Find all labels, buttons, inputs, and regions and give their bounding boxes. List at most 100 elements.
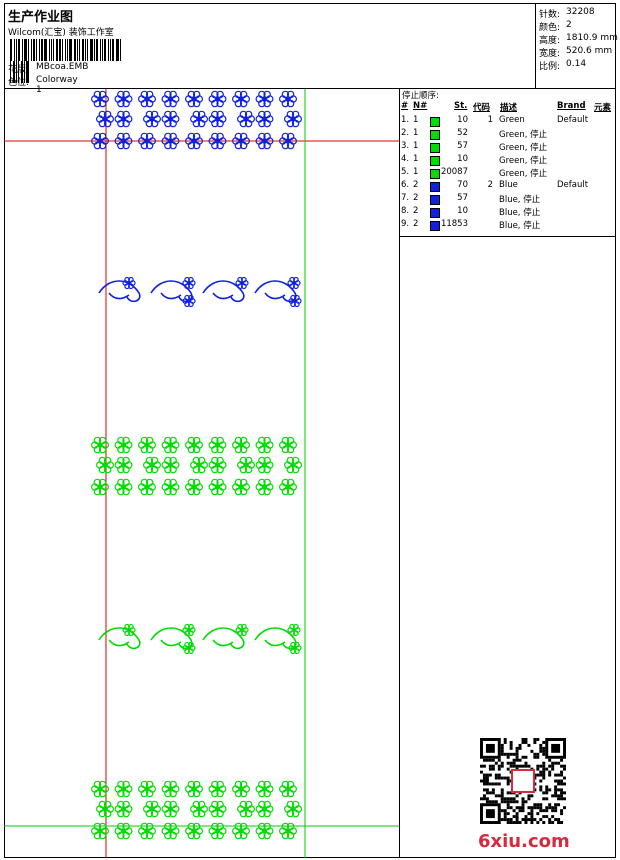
green-scroll-border-rosette: [235, 623, 249, 637]
blue-lace-band-flower: [255, 110, 274, 128]
blue-lace-band-flower: [90, 132, 109, 150]
table-row: 7. 2 57 Blue, 停止: [400, 193, 616, 206]
green-lace-band-bottom-flower: [190, 800, 209, 818]
blue-lace-band-flower: [190, 110, 209, 128]
green-lace-band-flower: [114, 456, 133, 474]
barcode-bar: [104, 39, 106, 61]
row-stitches: 57: [457, 141, 468, 151]
row-stitches: 10: [457, 206, 468, 216]
color-swatch: [430, 130, 440, 140]
stat-label: 高度:: [539, 36, 561, 46]
row-num: 6.: [401, 180, 410, 190]
page-title: 生产作业图: [8, 10, 74, 25]
row-stitches: 70: [457, 180, 468, 190]
barcode-bar: [90, 39, 93, 61]
barcode-bar: [65, 39, 66, 61]
barcode-bar: [24, 39, 27, 61]
stop-sequence-table: 停止顺序: # N# St. 代码 描述 Brand 元素 1. 1 10 1 Gree…: [400, 88, 616, 237]
table-row: 6. 2 70 2 Blue Default: [400, 180, 616, 193]
green-lace-band-flower: [255, 478, 274, 496]
colorway-label: 色位:: [8, 78, 30, 88]
table-row: 3. 1 57 Green, 停止: [400, 141, 616, 154]
stat-value: 1810.9 mm: [566, 33, 618, 43]
row-stitches: 52: [457, 128, 468, 138]
table-row: 9. 2 11853 Blue, 停止: [400, 219, 616, 232]
blue-lace-band-flower: [237, 110, 256, 128]
green-lace-band-bottom-flower: [114, 780, 133, 798]
row-num: 3.: [401, 141, 410, 151]
color-swatch: [430, 169, 440, 179]
green-lace-band-bottom-flower: [185, 822, 204, 840]
barcode-bar: [41, 39, 43, 61]
col-header-element: 元素: [594, 103, 612, 113]
barcode-bar: [16, 61, 17, 83]
row-desc: Blue, 停止: [499, 208, 541, 218]
barcode-bar: [14, 39, 15, 61]
qr-center-stamp: [511, 769, 535, 793]
barcode-bar: [16, 39, 17, 61]
blue-lace-band-flower: [114, 132, 133, 150]
stat-label: 宽度:: [539, 49, 561, 59]
color-swatch: [430, 208, 440, 218]
barcode-bar: [51, 39, 52, 61]
blue-scroll-border-rosette: [288, 294, 302, 308]
green-lace-band-bottom-flower: [232, 780, 251, 798]
table-row: 2. 1 52 Green, 停止: [400, 128, 616, 141]
green-lace-band-bottom-flower: [95, 800, 114, 818]
stat-colors: 颜色: 2: [539, 20, 572, 33]
col-header-st: St.: [454, 101, 468, 111]
color-swatch: [430, 156, 440, 166]
green-lace-band-flower: [90, 436, 109, 454]
color-swatch: [430, 195, 440, 205]
stats-panel: 针数: 32208 颜色: 2 高度: 1810.9 mm 宽度: 520.6 mm 比…: [535, 3, 618, 89]
green-lace-band-flower: [95, 456, 114, 474]
qr-finder: [485, 743, 495, 753]
green-lace-band-flower: [161, 456, 180, 474]
row-needle: 2: [413, 193, 419, 203]
green-lace-band-flower: [208, 436, 227, 454]
stat-value: 32208: [566, 7, 595, 17]
row-needle: 1: [413, 128, 419, 138]
green-lace-band-bottom-flower: [284, 800, 303, 818]
green-lace-band-flower: [114, 478, 133, 496]
green-lace-band-flower: [185, 436, 204, 454]
barcode-bar: [24, 61, 25, 83]
blue-scroll-border-rosette: [122, 276, 136, 290]
barcode-bar: [67, 39, 68, 61]
row-num: 4.: [401, 154, 410, 164]
row-needle: 1: [413, 141, 419, 151]
row-needle: 1: [413, 154, 419, 164]
row-needle: 1: [413, 115, 419, 125]
blue-lace-band-flower: [143, 110, 162, 128]
row-desc: Blue: [499, 180, 518, 190]
blue-lace-band-flower: [114, 90, 133, 108]
green-lace-band-bottom-flower: [161, 780, 180, 798]
row-num: 9.: [401, 219, 410, 229]
stat-scale: 比例: 0.14: [539, 59, 586, 72]
green-lace-band-bottom-flower: [255, 800, 274, 818]
green-lace-band-flower: [208, 456, 227, 474]
qr-finder: [485, 809, 495, 819]
barcode-bar: [28, 39, 29, 61]
green-lace-band-bottom-flower: [237, 800, 256, 818]
stat-label: 颜色:: [539, 23, 561, 33]
row-brand: Default: [557, 115, 589, 125]
design-name-row: 花版: MBcoa.EMB: [8, 62, 88, 75]
barcode-bar: [56, 39, 58, 61]
row-stitches: 10: [457, 115, 468, 125]
blue-lace-band-flower: [161, 132, 180, 150]
col-header-brand: Brand: [557, 101, 586, 111]
green-lace-band-flower: [143, 456, 162, 474]
blue-lace-band-flower: [279, 132, 298, 150]
barcode-bar: [59, 39, 61, 61]
green-lace-band-bottom-flower: [90, 822, 109, 840]
col-header-num: #: [401, 101, 409, 111]
barcode-bar: [31, 39, 32, 61]
barcode-bar: [10, 39, 12, 61]
green-lace-band-flower: [161, 478, 180, 496]
blue-scroll-border-rosette: [182, 294, 196, 308]
blue-lace-band-flower: [208, 110, 227, 128]
color-swatch: [430, 182, 440, 192]
design-label: 花版:: [8, 65, 30, 75]
green-scroll-border-rosette: [182, 641, 196, 655]
